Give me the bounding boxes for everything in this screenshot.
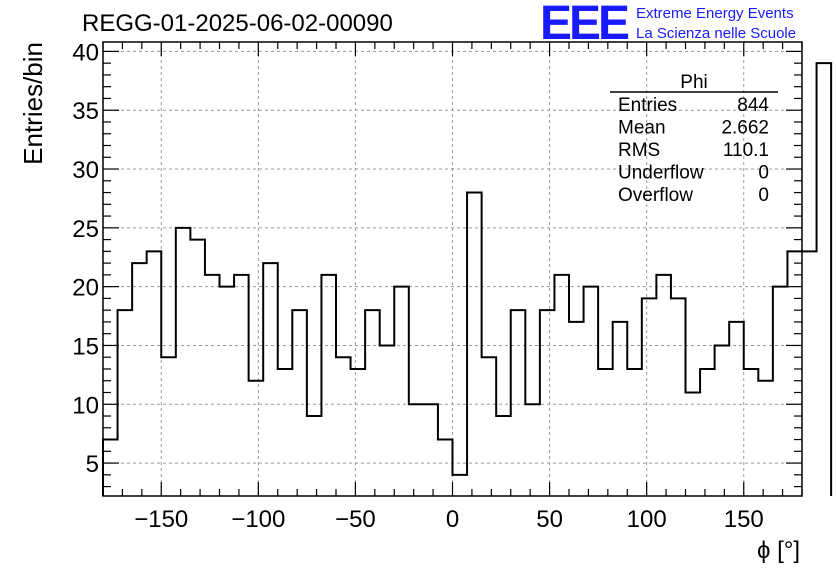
- histogram-bin: [540, 310, 555, 496]
- y-axis-label: Entries/bin: [18, 42, 48, 165]
- histogram-bin: [482, 357, 497, 496]
- x-tick-label: −100: [231, 506, 285, 533]
- histogram-bin: [729, 322, 744, 496]
- histogram-bin: [190, 240, 205, 496]
- stats-value: 110.1: [723, 140, 769, 161]
- histogram-bin: [118, 310, 133, 496]
- histogram-bin: [613, 322, 628, 496]
- histogram-bin: [773, 287, 788, 496]
- stats-value: 844: [737, 95, 769, 116]
- histogram-bin: [409, 404, 424, 496]
- histogram-bin: [103, 440, 118, 496]
- histogram-bin: [802, 251, 817, 496]
- y-tick-label: 5: [86, 451, 99, 478]
- plot-title: REGG-01-2025-06-02-00090: [82, 10, 393, 37]
- stats-label: Mean: [618, 118, 666, 139]
- histogram-bin: [569, 322, 584, 496]
- y-tick-label: 35: [72, 98, 99, 125]
- histogram-bin: [758, 381, 773, 496]
- histogram-bin: [292, 310, 307, 496]
- y-tick-label: 25: [72, 216, 99, 243]
- stats-label: Overflow: [618, 185, 693, 206]
- y-tick-label: 30: [72, 157, 99, 184]
- y-tick-label: 20: [72, 275, 99, 302]
- histogram-bin: [161, 357, 176, 496]
- x-tick-label: 150: [724, 506, 764, 533]
- histogram-bin: [249, 381, 264, 496]
- histogram-bin: [365, 310, 380, 496]
- histogram-bin: [336, 357, 351, 496]
- stats-value: 0: [758, 163, 769, 184]
- histogram-bin: [220, 287, 235, 496]
- logo-caption-line1: Extreme Energy Events: [636, 5, 794, 22]
- x-tick-label: −50: [335, 506, 376, 533]
- stats-label: RMS: [618, 140, 660, 161]
- histogram-bin: [132, 263, 147, 496]
- histogram-bin: [307, 416, 322, 496]
- stats-label: Entries: [618, 95, 677, 116]
- histogram-bin: [787, 251, 802, 496]
- histogram-bin: [671, 298, 686, 496]
- histogram-bin: [525, 404, 540, 496]
- histogram-bin: [380, 345, 395, 496]
- y-tick-label: 10: [72, 392, 99, 419]
- y-axis-ticks: 5 10 15 20 25 30 35 40: [72, 39, 802, 488]
- x-axis-label: ϕ [°]: [757, 537, 800, 564]
- histogram-bin: [438, 440, 453, 496]
- grid-lines: [103, 42, 802, 496]
- histogram-bin: [642, 298, 657, 496]
- stats-title: Phi: [680, 72, 707, 93]
- histogram-bin: [744, 369, 759, 496]
- histogram-bin: [598, 369, 613, 496]
- y-tick-label: 40: [72, 39, 99, 66]
- histogram-bin: [423, 404, 438, 496]
- x-tick-label: 50: [536, 506, 563, 533]
- histogram-bin: [467, 193, 482, 496]
- histogram-bin: [686, 392, 701, 496]
- y-tick-label: 15: [72, 333, 99, 360]
- histogram-bin: [176, 228, 191, 496]
- histogram-bin: [394, 287, 409, 496]
- eee-logo: EEE: [540, 0, 630, 50]
- histogram-bin: [263, 263, 278, 496]
- x-axis-ticks: −150 −100 −50 0 50 100 150: [102, 42, 803, 533]
- histogram-outline: [102, 62, 833, 496]
- stats-value: 0: [758, 185, 769, 206]
- histogram-bin: [627, 369, 642, 496]
- stats-label: Underflow: [618, 163, 704, 184]
- histogram-bin: [584, 287, 599, 496]
- histogram-bin: [511, 310, 526, 496]
- histogram-bin: [496, 416, 511, 496]
- histogram-bin: [147, 251, 162, 496]
- stats-value: 2.662: [721, 118, 769, 139]
- logo-caption-line2: La Scienza nelle Scuole: [636, 25, 797, 42]
- histogram-bin: [453, 475, 468, 496]
- histogram-bin: [351, 369, 366, 496]
- histogram-bin: [817, 63, 832, 496]
- histogram-bin: [700, 369, 715, 496]
- x-tick-label: 100: [627, 506, 667, 533]
- histogram-bin: [715, 345, 730, 496]
- x-tick-label: −150: [134, 506, 188, 533]
- histogram-bin: [278, 369, 293, 496]
- logo-caption: Extreme Energy Events La Scienza nelle S…: [636, 4, 796, 44]
- x-tick-label: 0: [446, 506, 459, 533]
